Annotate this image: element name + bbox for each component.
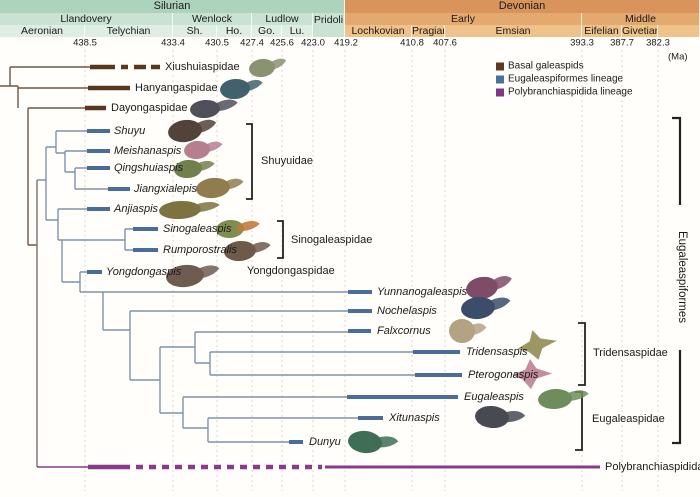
legend-label: Basal galeaspids	[508, 60, 584, 72]
fish-anjiaspis	[159, 200, 220, 220]
taxon-label-eugaleaspis: Eugaleaspis	[464, 391, 524, 403]
fish-nochelaspis	[461, 296, 511, 320]
legend-item-polybranchiaspidida: Polybranchiaspidida lineage	[496, 87, 633, 98]
taxon-label-anjiaspis: Anjiaspis	[114, 203, 159, 215]
fish-dayongaspidae	[190, 99, 238, 119]
epoch-llandovery: Llandovery	[0, 13, 173, 25]
stage-ludfordian: Lu.	[282, 25, 313, 37]
taxon-label-dunyu: Dunyu	[309, 436, 341, 448]
stage-sheinwoodian: Sh.	[173, 25, 217, 37]
taxon-label-meishanaspis: Meishanaspis	[114, 145, 182, 157]
age-tick: 425.6	[270, 37, 294, 49]
taxon-label-jiangxialepis: Jiangxialepis	[134, 183, 197, 195]
taxon-label-xitunaspis: Xitunaspis	[389, 412, 440, 424]
taxon-label-hanyangaspidae: Hanyangaspidae	[135, 82, 218, 94]
legend-label: Eugaleaspiformes lineage	[508, 73, 624, 85]
clade-label-eugaleaspidae: Eugaleaspidae	[592, 413, 665, 425]
epoch-early-devonian: Early	[345, 13, 582, 25]
taxon-label-nochelaspis: Nochelaspis	[377, 305, 437, 317]
fish-yunnanogaleaspis	[466, 276, 512, 300]
taxon-label-falxcornus: Falxcornus	[377, 325, 431, 337]
legend-item-eugaleaspiformes: Eugaleaspiformes lineage	[496, 74, 623, 85]
taxon-label-xiushuiaspidae: Xiushuiaspidae	[165, 61, 240, 73]
clade-label-yongdongaspidae: Yongdongaspidae	[247, 265, 335, 277]
age-tick: 433.4	[161, 37, 185, 49]
fish-jiangxialepis	[196, 177, 244, 199]
fish-meishanaspis	[184, 140, 223, 160]
stage-unlabeled	[658, 25, 700, 37]
age-tick: 382.3	[646, 37, 670, 49]
taxon-label-yunnanogaleaspis: Yunnanogaleaspis	[377, 286, 468, 298]
legend-swatch-eugaleaspiformes-icon	[496, 75, 504, 83]
clade-label-shuyuidae: Shuyuidae	[261, 155, 313, 167]
legend-label: Polybranchiaspidida lineage	[508, 86, 633, 98]
legend-swatch-polybranchiaspidida-icon	[496, 88, 504, 96]
epoch-wenlock: Wenlock	[173, 13, 252, 25]
age-tick: 407.6	[433, 37, 457, 49]
bracket-sinogaleaspidae	[277, 220, 284, 259]
taxon-label-tridensaspis: Tridensaspis	[466, 346, 528, 358]
ma-unit-label: (Ma)	[668, 51, 688, 63]
epoch-ludlow: Ludlow	[252, 13, 313, 25]
age-tick-row	[0, 37, 700, 50]
age-tick: 419.2	[334, 37, 358, 49]
fish-shuyu	[168, 119, 217, 143]
bracket-eugaleaspiformes-bottom	[672, 350, 682, 445]
taxon-label-shuyu: Shuyu	[114, 125, 146, 137]
taxon-label-sinogaleaspis: Sinogaleaspis	[163, 223, 232, 235]
fish-falxcornus	[449, 318, 487, 344]
clade-brackets	[246, 116, 682, 451]
stage-pragian: Pragian	[412, 25, 445, 37]
age-tick: 438.5	[73, 37, 97, 49]
lineage-label-polybranchiaspidida: Polybranchiaspidida	[605, 461, 700, 473]
fish-xitunaspis	[475, 405, 526, 429]
epoch-middle-devonian: Middle	[582, 13, 700, 25]
bracket-eugaleaspidae	[575, 391, 583, 451]
stage-gorstian: Go.	[252, 25, 282, 37]
period-devonian: Devonian	[345, 0, 700, 13]
fish-xiushuiaspidae	[249, 58, 287, 78]
branch-basal	[0, 66, 90, 246]
fish-hanyangaspidae	[220, 78, 263, 100]
fish-eugaleaspis	[538, 388, 589, 410]
bracket-eugaleaspiformes-top	[672, 116, 682, 205]
stage-eifelian: Eifelian	[582, 25, 622, 37]
clade-label-tridensaspidae: Tridensaspidae	[593, 347, 668, 359]
age-tick: 423.0	[301, 37, 325, 49]
age-tick: 393.3	[570, 37, 594, 49]
stage-givetian: Givetian	[622, 25, 658, 37]
stage-homerian: Ho.	[217, 25, 252, 37]
taxon-label-yongdongaspis: Yongdongaspis	[106, 266, 182, 278]
taxon-label-rumporostralis: Rumporostralis	[163, 244, 237, 256]
age-tick: 427.4	[240, 37, 264, 49]
period-silurian: Silurian	[0, 0, 345, 13]
taxon-label-dayongaspidae: Dayongaspidae	[111, 102, 188, 114]
age-tick: 410.8	[400, 37, 424, 49]
epoch-pridoli: Pridoli	[313, 13, 345, 37]
stage-telychian: Telychian	[85, 25, 173, 37]
fish-dunyu	[348, 430, 399, 454]
stage-aeronian: Aeronian	[0, 25, 85, 37]
stage-emsian: Emsian	[445, 25, 582, 37]
age-tick: 430.5	[205, 37, 229, 49]
taxon-label-pterogonaspis: Pterogonaspis	[468, 369, 539, 381]
clade-label-eugaleaspiformes: Eugaleaspiformes	[676, 230, 688, 324]
bracket-shuyuidae	[246, 123, 253, 200]
taxon-label-qingshuiaspis: Qingshuiaspis	[114, 162, 184, 174]
age-tick: 387.7	[610, 37, 634, 49]
branch-eugaleaspiformes	[37, 130, 415, 443]
bracket-tridensaspidae	[578, 322, 586, 386]
clade-label-sinogaleaspidae: Sinogaleaspidae	[291, 234, 373, 246]
stage-lochkovian: Lochkovian	[345, 25, 412, 37]
legend-item-basal: Basal galeaspids	[496, 61, 584, 72]
legend-swatch-basal-icon	[496, 62, 504, 70]
